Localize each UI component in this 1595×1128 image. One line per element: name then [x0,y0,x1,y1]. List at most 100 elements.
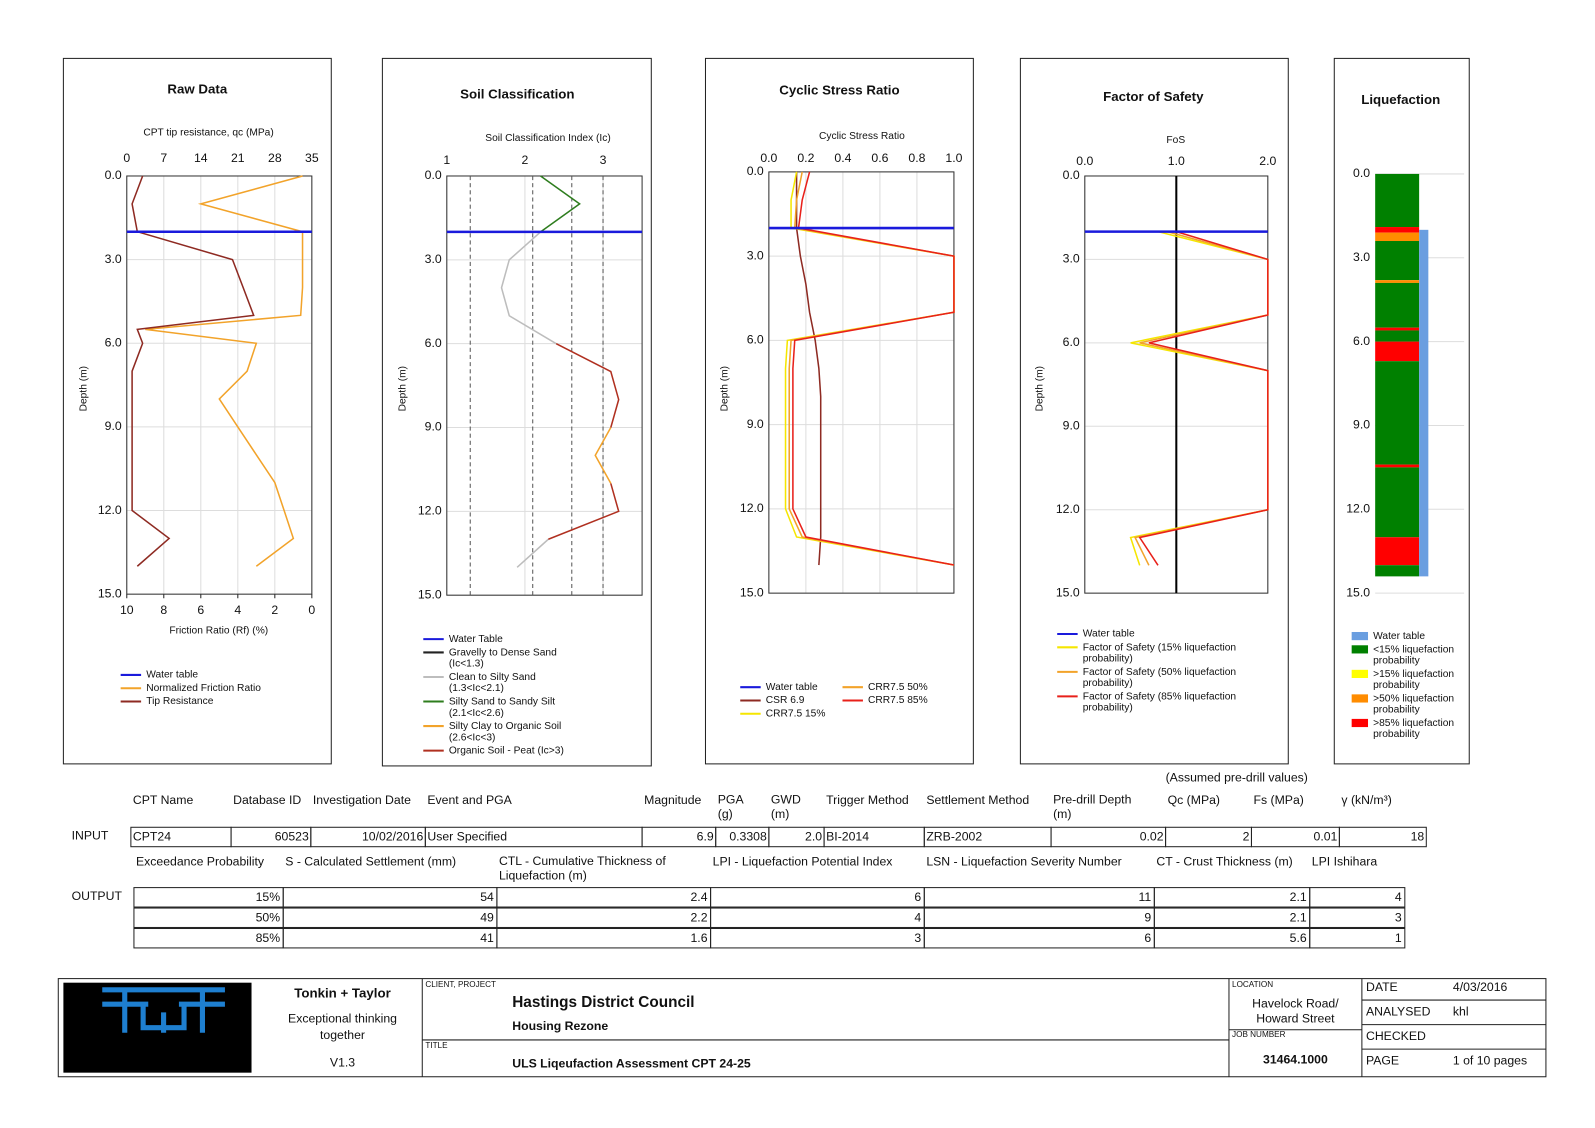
series-line [1138,230,1269,566]
client: Hastings District Council [512,994,694,1011]
cell-value: 2.4 [690,890,707,904]
column-header: Qc (MPa) [1168,793,1220,807]
table-cell [1309,887,1406,908]
cell-value: CPT24 [133,830,171,844]
legend-label: Factor of Safety (15% liquefaction proba… [1083,642,1239,664]
cell-value: 2.0 [805,830,822,844]
x2-tick-label: 10 [120,603,134,617]
table-label: OUTPUT [72,889,123,903]
y-axis-label: Depth (m) [398,366,409,411]
cell-value: 10/02/2016 [362,830,423,844]
legend-label: CRR7.5 85% [868,695,928,706]
legend-label: Silty Sand to Sandy Silt (2.1<Ic<2.6) [449,696,558,718]
legend-label: CSR 6.9 [766,695,805,706]
series-line [541,176,580,539]
legend-label: Water table [1373,631,1425,642]
cell-value: 0.01 [1314,830,1338,844]
company: Tonkin + Taylor [294,985,391,1000]
x2-tick-label: 2 [271,603,278,617]
table-cell [496,927,712,949]
legend-label: Water table [1083,629,1135,640]
legend-label: CRR7.5 50% [868,682,928,693]
version: V1.3 [330,1056,355,1070]
plot-border [768,171,955,594]
y-tick-label: 3.0 [425,252,442,266]
y-tick-label: 15.0 [1346,585,1370,599]
cell-value: 2 [1243,830,1250,844]
cell-value: User Specified [427,830,507,844]
column-header: PGA (g) [718,793,747,821]
cell-value: 9 [1144,911,1151,925]
liquefaction-band [1375,361,1420,465]
legend-swatch [1351,694,1369,703]
panel-title: Soil Classification [460,87,574,102]
field-label: TITLE [425,1041,448,1050]
y-tick-label: 9.0 [747,417,764,431]
column-header: Settlement Method [926,793,1029,807]
y-tick-label: 3.0 [105,252,122,266]
column-header: Investigation Date [313,793,411,807]
x2-tick-label: 4 [234,603,241,617]
table-cell [923,907,1155,928]
y-tick-label: 12.0 [1346,502,1370,516]
y-tick-label: 6.0 [1063,335,1080,349]
x-tick-label: 2.0 [1259,154,1276,168]
table-cell [282,927,498,949]
legend-swatch [1351,645,1369,654]
cell-value: 60523 [275,830,309,844]
panel-title: Liquefaction [1361,92,1440,107]
y-tick-label: 6.0 [425,336,442,350]
series-line [548,342,620,540]
x-tick-label: 0.6 [871,151,888,165]
column-header: LPI - Liquefaction Potential Index [713,854,893,868]
y-tick-label: 12.0 [98,503,122,517]
x2-tick-label: 0 [308,603,315,617]
x-tick-label: 0.2 [797,151,814,165]
x-tick-label: 1.0 [945,151,962,165]
table-cell [923,887,1155,908]
x-axis-label: Cyclic Stress Ratio [819,131,905,142]
water-table-bar [1419,229,1429,577]
y-axis-label: Depth (m) [1035,366,1046,411]
x2-tick-label: 6 [197,603,204,617]
legend-label: Organic Soil - Peat (Ic>3) [449,745,564,756]
cell-value: 6 [1144,931,1151,945]
table-cell [923,927,1155,949]
liquefaction-band [1375,467,1420,538]
y-tick-label: 15.0 [98,586,122,600]
y-tick-label: 12.0 [418,504,442,518]
logo-mark [102,987,225,1033]
table-cell [1338,826,1427,848]
tagline: together [320,1028,365,1042]
cell-value: 4 [1395,890,1402,904]
x-tick-label: 14 [194,151,208,165]
x-tick-label: 2 [522,153,529,167]
y-axis-label: Depth (m) [79,366,90,411]
x2-tick-label: 8 [160,603,167,617]
y-tick-label: 3.0 [1353,250,1370,264]
column-header: LPI Ishihara [1312,854,1378,868]
legend-label: Tip Resistance [146,696,214,707]
x-tick-label: 1 [443,153,450,167]
cell-value: 0.3308 [729,830,767,844]
cell-value: 85% [256,931,281,945]
column-header: Trigger Method [826,793,909,807]
cell-value: 0.02 [1140,830,1164,844]
panel-frame [1019,57,1289,765]
cell-value: 3 [1395,911,1402,925]
x-tick-label: 0.8 [908,151,925,165]
legend-label: Factor of Safety (85% liquefaction proba… [1083,691,1239,713]
y-tick-label: 15.0 [740,585,764,599]
cell-value: 50% [256,911,281,925]
field-label: ANALYSED [1366,1005,1431,1019]
column-header: GWD (m) [771,793,804,821]
table-cell [710,907,925,928]
liquefaction-band [1375,537,1420,566]
legend-swatch [1351,669,1369,679]
legend-label: Water table [766,682,818,693]
legend-label: >15% liquefaction probability [1373,669,1457,691]
cell-value: 2.1 [1290,890,1307,904]
y-tick-label: 0.0 [1353,166,1370,180]
column-header: CT - Crust Thickness (m) [1156,854,1292,868]
